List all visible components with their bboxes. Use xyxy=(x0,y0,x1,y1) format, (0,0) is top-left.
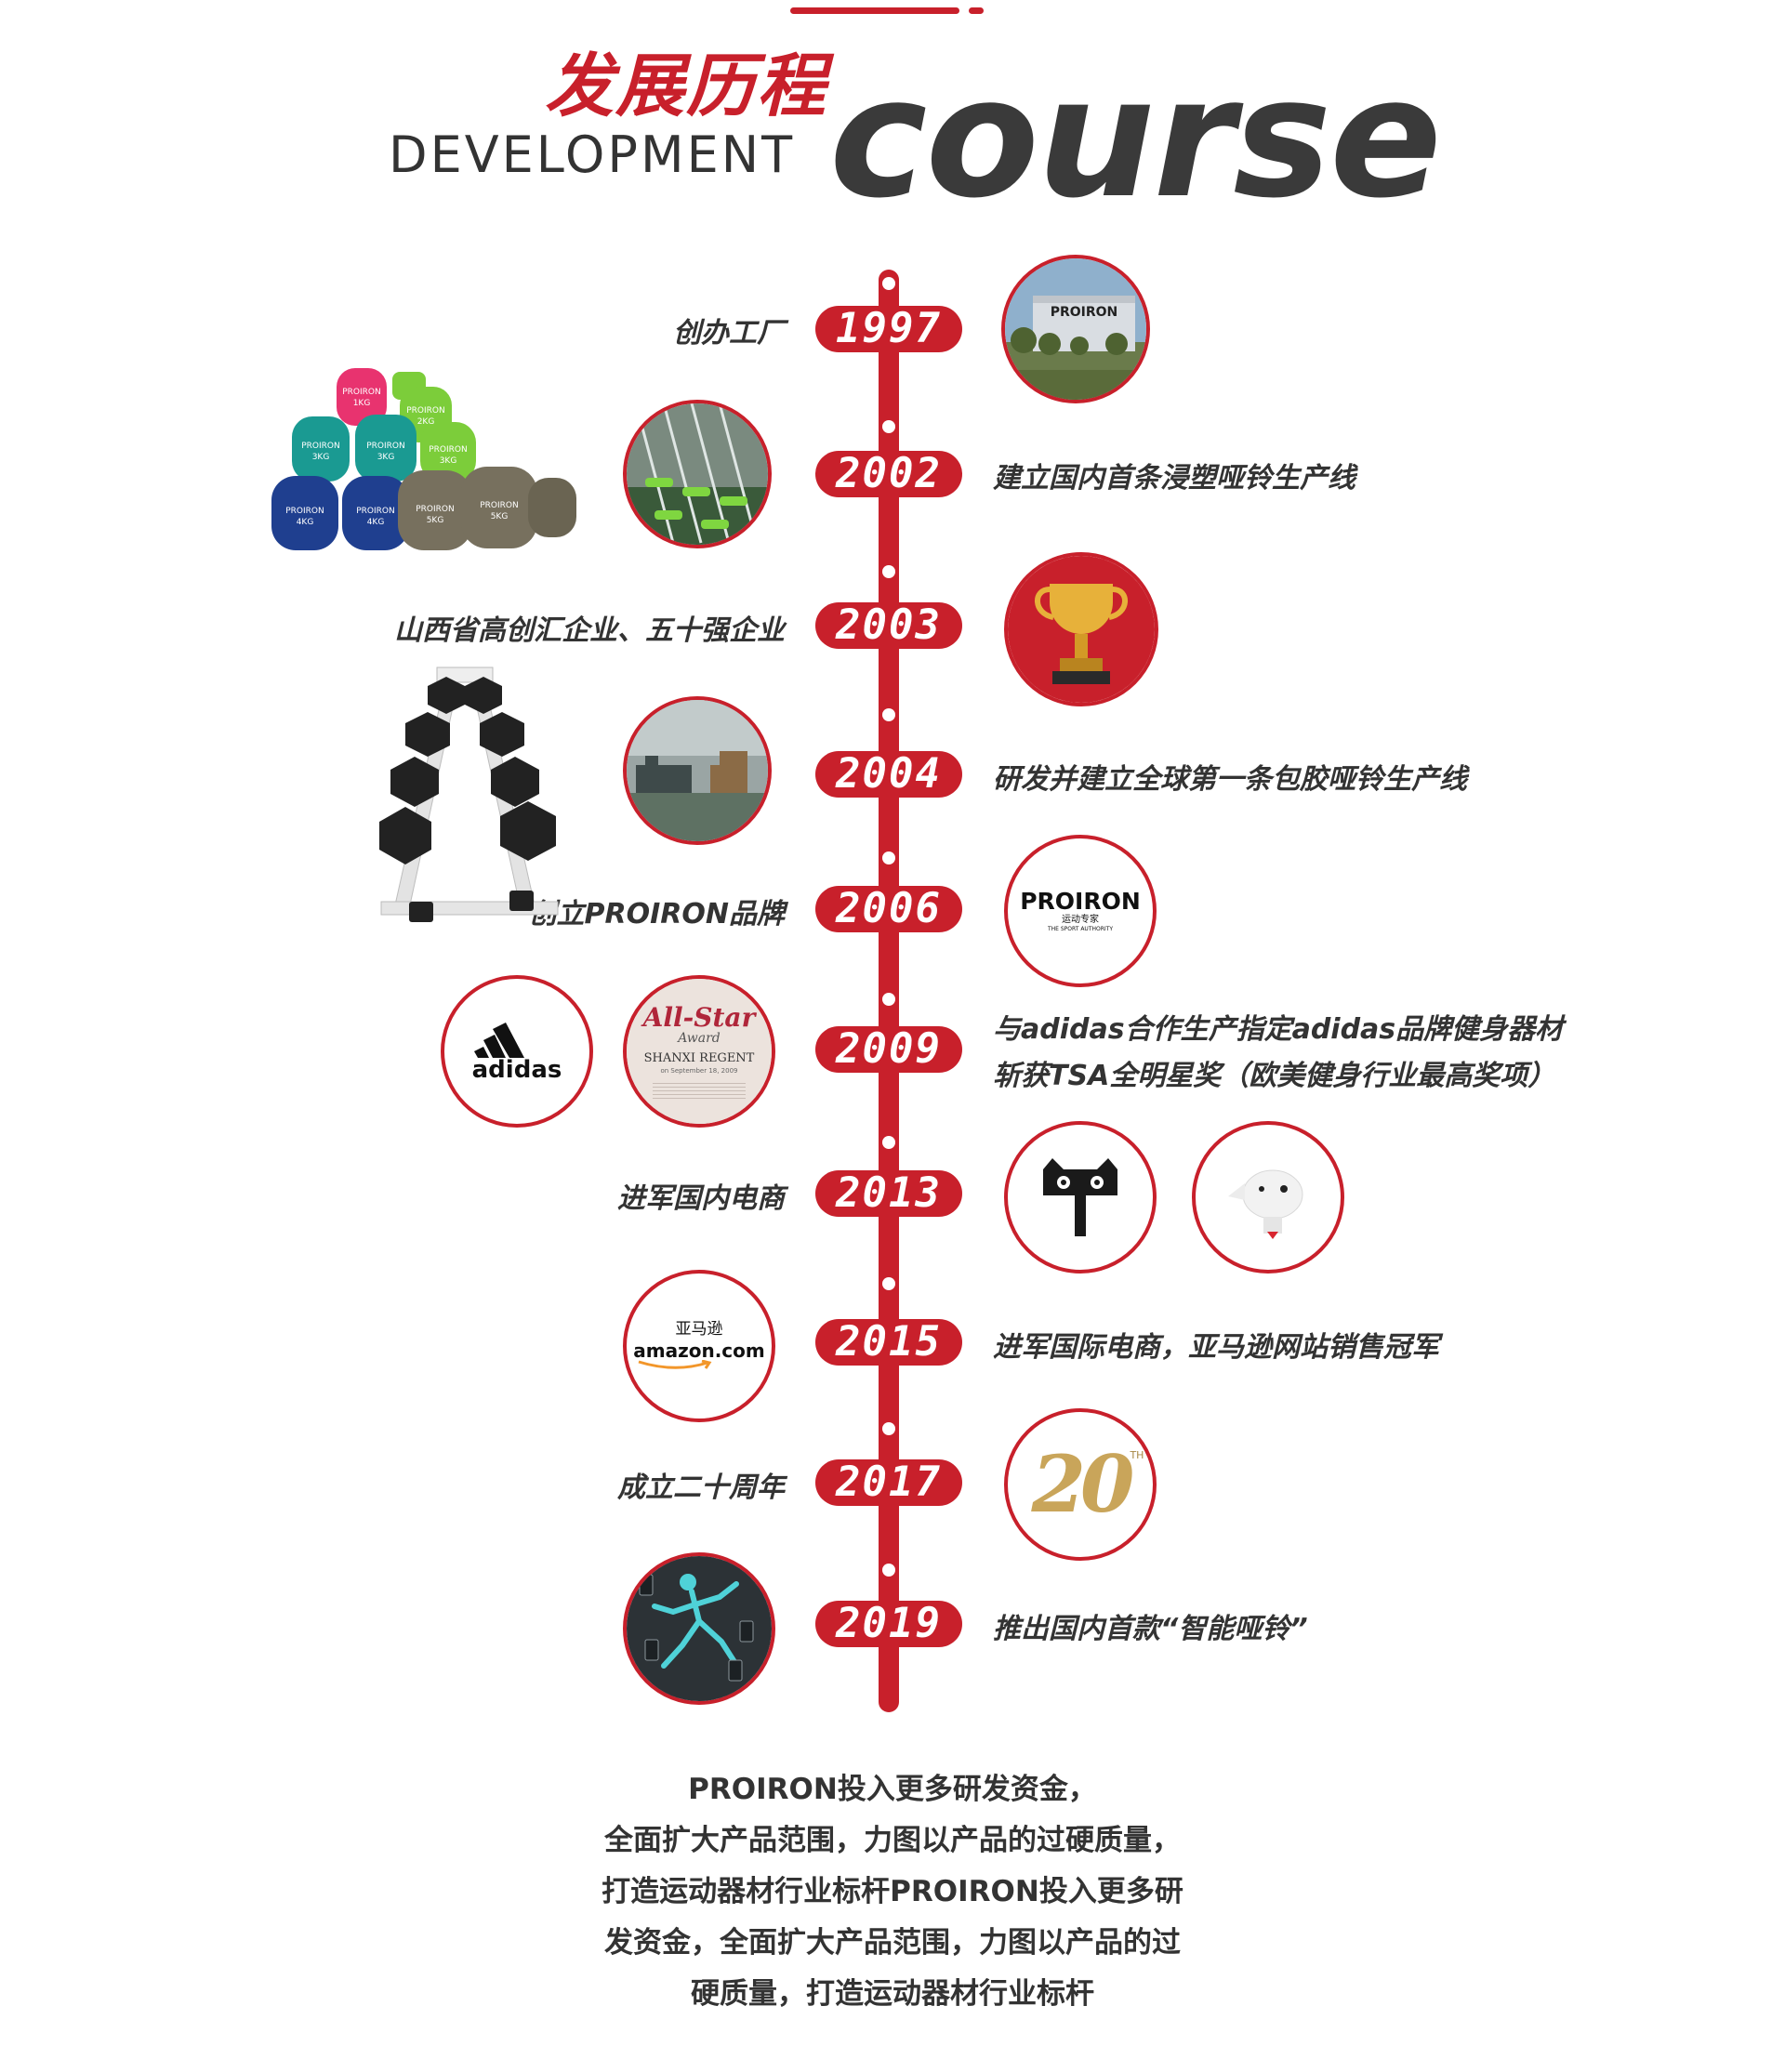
smart-dumbbell-photo xyxy=(623,1552,775,1705)
spine-dot xyxy=(882,1277,895,1290)
logo-sub-cn: 运动专家 xyxy=(1062,915,1099,925)
dumbbell-brand: PROIRON xyxy=(366,442,405,451)
dumbbell-brand: PROIRON xyxy=(480,501,519,510)
tmall-logo xyxy=(1004,1121,1157,1274)
allstar-award-photo: All-Star Award SHANXI REGENT on Septembe… xyxy=(623,975,775,1128)
event-2013: 进军国内电商 xyxy=(617,1182,785,1215)
dumbbell-brand: PROIRON xyxy=(429,445,468,455)
factory-sign: PROIRON xyxy=(1051,305,1118,320)
adidas-logo: adidas xyxy=(441,975,593,1128)
event-2009-line1: 与adidas合作生产指定adidas品牌健身器材 xyxy=(993,1013,1564,1046)
dumbbell-weight: 5KG xyxy=(491,512,509,521)
jd-logo xyxy=(1192,1121,1344,1274)
anniversary-th: TH xyxy=(1130,1449,1144,1461)
amazon-smile-icon xyxy=(638,1359,712,1369)
year-pill-2019: 2019 xyxy=(815,1601,962,1647)
vinyl-dumbbells-illustration: PROIRON 1KG PROIRON 2KG PROIRON 3KG PROI… xyxy=(271,368,576,550)
allstar-company: SHANXI REGENT xyxy=(643,1050,755,1065)
footer-line: 硬质量，打造运动器材行业标杆 xyxy=(691,1977,1094,2011)
event-2017: 成立二十周年 xyxy=(617,1472,785,1504)
spine-dot xyxy=(882,1564,895,1577)
dumbbell-brand: PROIRON xyxy=(301,442,340,451)
header-accent-dot xyxy=(969,7,984,14)
logo-brand: PROIRON xyxy=(1020,888,1141,915)
spine-dot xyxy=(882,708,895,721)
dumbbell-weight: 4KG xyxy=(297,518,314,527)
hex-dumbbell-rack-product xyxy=(372,658,576,928)
event-2002: 建立国内首条浸塑哑铃生产线 xyxy=(993,462,1355,495)
footer-line: 打造运动器材行业标杆PROIRON投入更多研 xyxy=(602,1875,1183,1908)
year-pill-2017: 2017 xyxy=(815,1459,962,1506)
dumbbell-weight: 1KG xyxy=(353,399,371,408)
footer-line: 全面扩大产品范围，力图以产品的过硬质量， xyxy=(604,1824,1181,1857)
trophy-photo xyxy=(1004,552,1158,706)
dumbbell-weight: 2KG xyxy=(417,417,435,427)
dumbbell-weight: 4KG xyxy=(367,518,385,527)
dumbbell-brand: PROIRON xyxy=(342,388,381,397)
year-pill-2002: 2002 xyxy=(815,451,962,497)
tmall-cat-icon xyxy=(1043,1158,1117,1236)
footer-paragraph: PROIRON投入更多研发资金， 全面扩大产品范围，力图以产品的过硬质量， 打造… xyxy=(521,1764,1264,2020)
event-2004: 研发并建立全球第一条包胶哑铃生产线 xyxy=(993,763,1467,796)
allstar-date: on September 18, 2009 xyxy=(660,1066,738,1075)
dumbbell-weight: 3KG xyxy=(312,453,330,462)
spine-dot xyxy=(882,565,895,578)
spine-dot xyxy=(882,851,895,864)
year-pill-2004: 2004 xyxy=(815,751,962,798)
event-2019: 推出国内首款“智能哑铃” xyxy=(993,1613,1308,1645)
twentieth-anniversary-logo: 20 TH xyxy=(1004,1408,1157,1561)
title-course: course xyxy=(829,42,1442,234)
dumbbell-weight: 3KG xyxy=(377,453,395,462)
spine-dot xyxy=(882,1136,895,1149)
event-1997: 创办工厂 xyxy=(673,317,785,350)
dumbbell-brand: PROIRON xyxy=(356,507,395,516)
dumbbell-brand: PROIRON xyxy=(406,406,445,416)
year-pill-2015: 2015 xyxy=(815,1319,962,1366)
dumbbell-weight: 3KG xyxy=(440,456,457,466)
factory-photo: PROIRON xyxy=(1001,255,1150,403)
dumbbell-brand: PROIRON xyxy=(416,505,455,514)
year-pill-2009: 2009 xyxy=(815,1026,962,1073)
event-2003: 山西省高创汇企业、五十强企业 xyxy=(394,614,785,647)
dipping-line-photo xyxy=(623,400,772,548)
year-pill-2006: 2006 xyxy=(815,886,962,932)
vinyl-dumbbells-product: PROIRON 1KG PROIRON 2KG PROIRON 3KG PROI… xyxy=(266,359,601,554)
allstar-title: All-Star xyxy=(642,1001,756,1033)
hex-dumbbell-rack-illustration xyxy=(379,666,559,922)
event-2006: 创立PROIRON品牌 xyxy=(528,898,785,930)
event-2015: 进军国际电商，亚马逊网站销售冠军 xyxy=(993,1331,1439,1364)
year-pill-1997: 1997 xyxy=(815,306,962,352)
dumbbell-brand: PROIRON xyxy=(285,507,324,516)
spine-dot xyxy=(882,420,895,433)
spine-dot xyxy=(882,277,895,290)
adidas-wordmark: adidas xyxy=(471,1056,562,1084)
allstar-award: Award xyxy=(678,1030,721,1046)
spine-dot xyxy=(882,993,895,1006)
title-chinese: 发展历程 xyxy=(545,46,827,126)
spine-dot xyxy=(882,1422,895,1435)
adidas-stripes-icon xyxy=(473,1023,524,1058)
footer-line: PROIRON投入更多研发资金， xyxy=(688,1773,1097,1806)
header-accent-bar xyxy=(790,7,959,14)
year-pill-2003: 2003 xyxy=(815,602,962,649)
logo-sub-en: THE SPORT AUTHORITY xyxy=(1048,926,1113,932)
jd-dog-icon xyxy=(1228,1169,1303,1239)
amazon-cn: 亚马逊 xyxy=(675,1319,723,1339)
title-english: DEVELOPMENT xyxy=(389,125,796,184)
rubber-line-photo xyxy=(623,696,772,845)
dumbbell-weight: 5KG xyxy=(427,516,444,525)
proiron-logo: PROIRON 运动专家 THE SPORT AUTHORITY xyxy=(1004,835,1157,987)
year-pill-2013: 2013 xyxy=(815,1170,962,1217)
amazon-logo: 亚马逊 amazon.com xyxy=(623,1270,775,1422)
event-2009-line2: 斩获TSA全明星奖（欧美健身行业最高奖项） xyxy=(993,1060,1556,1092)
footer-line: 发资金，全面扩大产品范围，力图以产品的过 xyxy=(604,1926,1181,1960)
anniversary-number: 20 xyxy=(1031,1438,1135,1530)
amazon-en: amazon.com xyxy=(633,1339,765,1362)
